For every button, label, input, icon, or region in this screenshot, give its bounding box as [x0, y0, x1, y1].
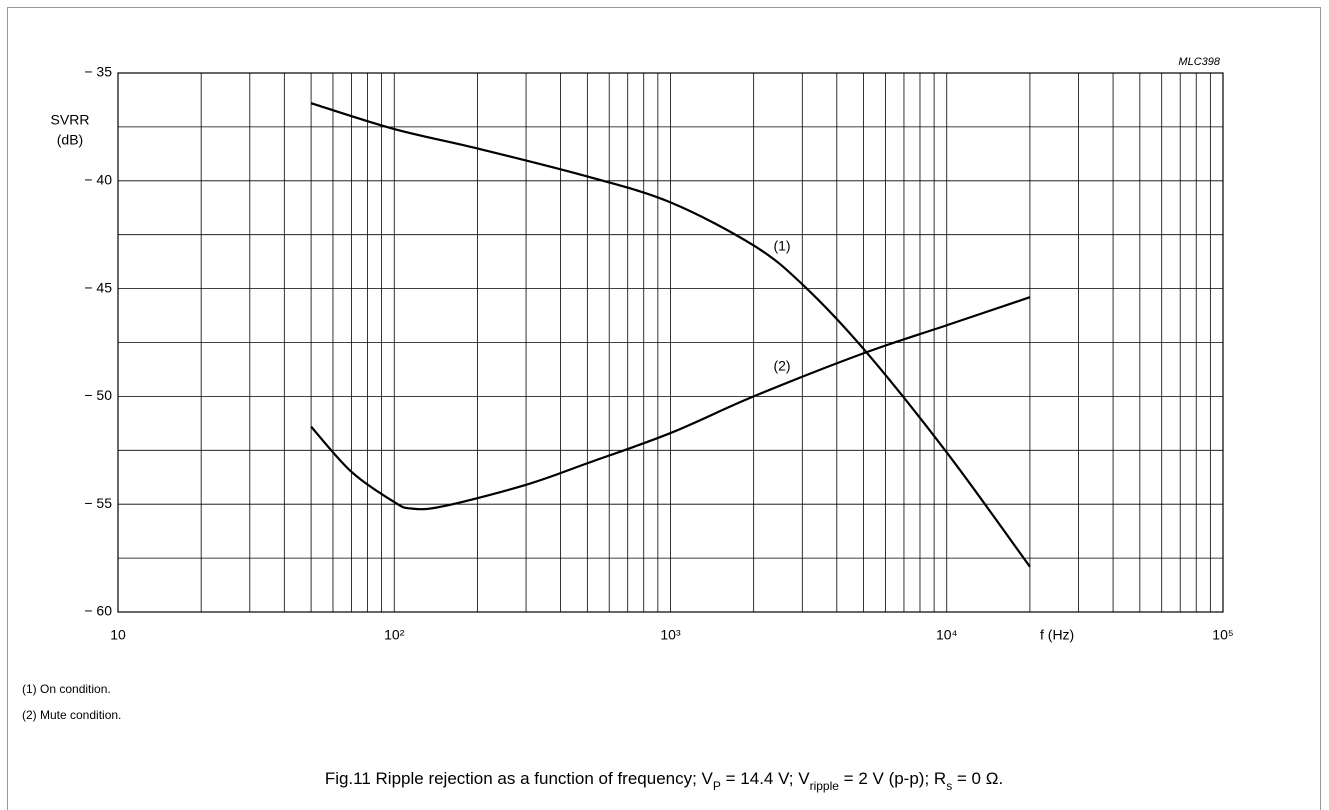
caption-part: = 14.4 V; V — [721, 769, 810, 788]
series-label: (2) — [773, 358, 790, 374]
note: (2) Mute condition. — [22, 708, 121, 722]
y-tick-label: − 45 — [84, 279, 112, 295]
x-tick-label: 10³ — [660, 627, 681, 643]
series-label: (1) — [773, 238, 790, 254]
figure-id: MLC398 — [1178, 56, 1220, 68]
x-tick-label: 10² — [384, 627, 405, 643]
y-axis-label: (dB) — [57, 132, 83, 148]
caption-part: P — [713, 779, 721, 793]
caption-part: = 0 Ω. — [952, 769, 1003, 788]
y-tick-label: − 50 — [84, 387, 112, 403]
y-tick-label: − 35 — [84, 64, 112, 80]
y-tick-label: − 55 — [84, 495, 112, 511]
caption: Fig.11 Ripple rejection as a function of… — [325, 769, 1003, 793]
y-tick-label: − 60 — [84, 603, 112, 619]
line-series — [310, 296, 1031, 511]
x-tick-label: 10 — [110, 627, 126, 643]
caption-part: s — [946, 779, 952, 793]
frame — [7, 7, 1321, 810]
x-tick-label: 10⁵ — [1212, 627, 1233, 643]
caption-part: = 2 V (p-p); R — [839, 769, 946, 788]
x-axis-label: f (Hz) — [1040, 627, 1074, 643]
line-series — [310, 102, 1031, 568]
caption-part: Fig.11 Ripple rejection as a function of… — [325, 769, 714, 788]
x-tick-label: 10⁴ — [936, 627, 958, 643]
caption-part: ripple — [810, 779, 840, 793]
plot-border — [117, 72, 1224, 613]
note: (1) On condition. — [22, 682, 111, 696]
y-tick-label: − 40 — [84, 172, 112, 188]
y-axis-label: SVRR — [51, 112, 90, 128]
